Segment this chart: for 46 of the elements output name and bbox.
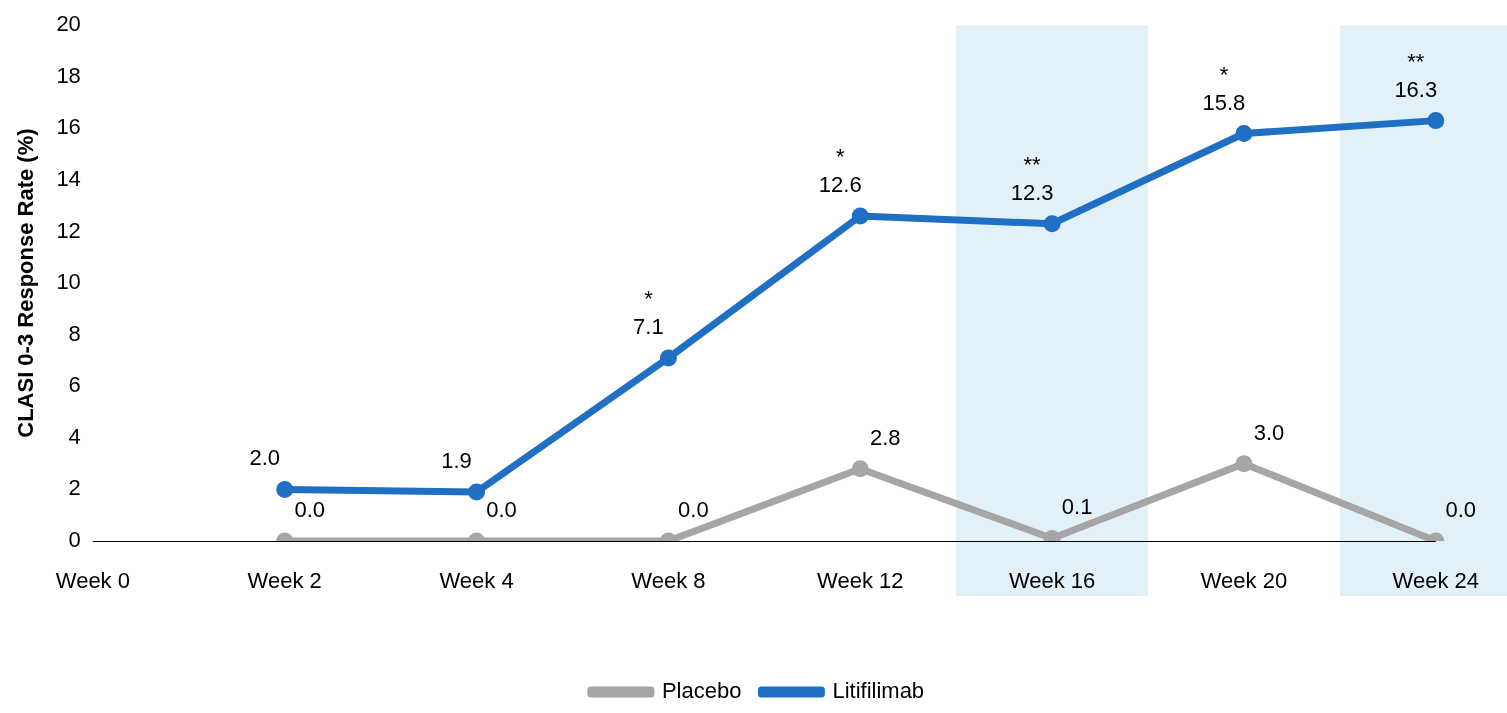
legend-label: Placebo <box>661 678 742 704</box>
data-label: 0.1 <box>1061 494 1093 520</box>
point <box>659 349 677 367</box>
x-tick-label: Week 2 <box>247 568 322 594</box>
point <box>1235 125 1253 143</box>
y-tick-label: 0 <box>68 527 81 553</box>
y-tick-label: 20 <box>56 11 81 37</box>
y-tick-label: 14 <box>56 166 81 191</box>
y-tick-label: 12 <box>56 217 81 243</box>
point <box>1043 215 1061 233</box>
y-tick-label: 8 <box>68 320 81 346</box>
y-tick-label: 2 <box>68 475 81 501</box>
point <box>1427 112 1445 130</box>
legend-label: Litifilimab <box>832 678 925 704</box>
annotation: * <box>644 285 654 311</box>
annotation: * <box>835 144 845 170</box>
data-label: 15.8 <box>1202 89 1246 115</box>
data-label: 0.0 <box>486 497 517 523</box>
x-tick-label: Week 4 <box>439 568 514 594</box>
data-label: 12.3 <box>1010 179 1054 205</box>
point <box>851 207 869 225</box>
x-tick-label: Week 20 <box>1200 568 1288 594</box>
y-tick-label: 4 <box>68 423 81 449</box>
data-label: 3.0 <box>1253 419 1285 445</box>
data-label: 0.0 <box>678 497 709 523</box>
x-tick-label: Week 16 <box>1008 568 1096 594</box>
data-label: 1.9 <box>441 448 472 474</box>
x-tick-label: Week 0 <box>55 568 130 594</box>
y-tick-label: 10 <box>56 269 81 295</box>
data-label: 2.0 <box>249 445 281 471</box>
annotation: ** <box>1023 151 1042 177</box>
data-label: 0.0 <box>294 497 326 523</box>
y-tick-label: 18 <box>56 62 81 88</box>
data-label: 2.8 <box>869 424 901 450</box>
annotation: * <box>1219 61 1229 87</box>
data-label: 0.0 <box>1445 497 1477 523</box>
x-tick-label: Week 24 <box>1392 568 1479 594</box>
x-tick-label: Week 8 <box>631 568 706 594</box>
data-label: 7.1 <box>633 313 664 339</box>
x-tick-label: Week 12 <box>817 568 904 594</box>
annotation: ** <box>1407 48 1425 74</box>
data-label: 16.3 <box>1394 76 1438 102</box>
y-tick-label: 16 <box>56 114 81 140</box>
y-tick-label: 6 <box>68 372 81 398</box>
y-axis-title: CLASI 0-3 Response Rate (%) <box>13 128 39 438</box>
data-label: 12.6 <box>818 172 862 198</box>
